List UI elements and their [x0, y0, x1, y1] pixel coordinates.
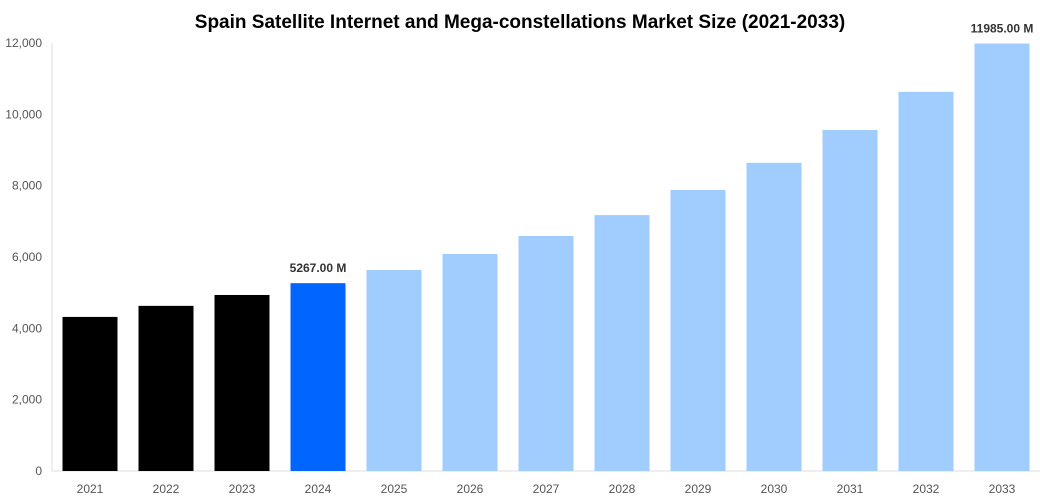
bar-2033: [974, 43, 1030, 471]
y-tick-label: 10,000: [5, 107, 42, 121]
bar-2025: [366, 270, 422, 471]
x-tick-label: 2025: [381, 482, 408, 496]
bar-2022: [138, 305, 194, 471]
bars: [62, 43, 1030, 472]
bar-2023: [214, 294, 270, 471]
x-tick-label: 2031: [837, 482, 864, 496]
x-tick-label: 2021: [77, 482, 104, 496]
bar-2028: [594, 215, 650, 471]
x-tick-labels: 2021 2022 2023 2024 2025 2026 2027 2028 2029 2030…: [77, 482, 1016, 496]
bar-2031: [822, 130, 878, 471]
y-tick-label: 2,000: [12, 393, 42, 407]
bar-2032: [898, 91, 954, 471]
chart-title: Spain Satellite Internet and Mega-conste…: [195, 12, 845, 33]
y-tick-label: 4,000: [12, 321, 42, 335]
x-tick-label: 2032: [913, 482, 940, 496]
x-tick-label: 2033: [989, 482, 1016, 496]
x-tick-label: 2028: [609, 482, 636, 496]
x-tick-label: 2022: [153, 482, 180, 496]
x-tick-label: 2030: [761, 482, 788, 496]
x-tick-label: 2029: [685, 482, 712, 496]
bar-2026: [442, 253, 498, 471]
bar-2021: [62, 316, 118, 471]
x-tick-label: 2024: [305, 482, 332, 496]
bar-2029: [670, 189, 726, 472]
bar-2030: [746, 162, 802, 471]
data-label-2033: 11985.00 M: [971, 22, 1034, 36]
data-label-2024: 5267.00 M: [290, 261, 347, 275]
data-labels: 5267.00 M 11985.00 M: [290, 22, 1034, 276]
x-tick-label: 2026: [457, 482, 484, 496]
y-tick-label: 6,000: [12, 250, 42, 264]
bar-2027: [518, 235, 574, 471]
y-tick-label: 0: [35, 464, 42, 478]
x-tick-label: 2023: [229, 482, 256, 496]
y-tick-labels: 0 2,000 4,000 6,000 8,000 10,000 12,000: [5, 36, 42, 478]
bar-2024: [290, 283, 346, 471]
y-tick-label: 8,000: [12, 179, 42, 193]
y-tick-label: 12,000: [5, 36, 42, 50]
x-tick-label: 2027: [533, 482, 560, 496]
